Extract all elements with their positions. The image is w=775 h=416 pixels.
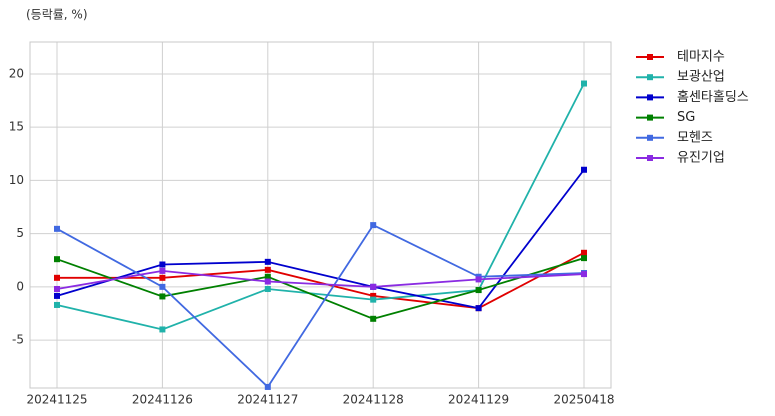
legend-label: 모헨즈 — [677, 130, 713, 145]
point — [581, 249, 587, 256]
legend-marker — [647, 74, 653, 81]
point — [475, 287, 482, 294]
point — [581, 166, 587, 173]
series-line — [56, 223, 585, 389]
x-tick-label: 20241126 — [132, 393, 193, 407]
legend-label: 홈센타홀딩스 — [677, 90, 749, 105]
point — [370, 283, 377, 290]
point — [54, 225, 60, 232]
legend-marker — [647, 155, 653, 161]
x-tick-label: 20241129 — [448, 393, 509, 407]
x-tick-label: 20250418 — [553, 393, 614, 407]
legend-marker — [647, 114, 653, 121]
point — [581, 255, 587, 262]
point — [475, 276, 482, 283]
y-tick-label: 15 — [9, 120, 24, 134]
point — [159, 261, 166, 268]
plot-frame — [29, 41, 612, 389]
y-tick-label: 10 — [9, 173, 24, 187]
point — [264, 278, 271, 285]
point — [581, 80, 587, 87]
point — [54, 285, 60, 292]
y-tick-label: 20 — [9, 66, 24, 80]
y-tick-label: 0 — [16, 279, 24, 293]
point — [370, 296, 377, 303]
legend-label: SG — [677, 110, 695, 125]
series-line — [56, 257, 585, 320]
point — [264, 383, 271, 390]
y-axis-label: (등락률, %) — [26, 8, 88, 22]
point — [581, 271, 587, 278]
legend-label: 보광산업 — [677, 70, 725, 85]
point — [54, 292, 60, 299]
legend-label: 유진기업 — [677, 151, 725, 166]
series-line — [56, 269, 585, 290]
point — [54, 301, 60, 308]
series-line — [57, 251, 585, 310]
point — [264, 285, 271, 292]
point — [475, 305, 482, 312]
x-tick-label: 20241127 — [237, 393, 298, 407]
y-tick-label: -5 — [12, 333, 24, 347]
point — [159, 267, 166, 274]
y-tick-label: 5 — [16, 226, 24, 240]
legend-marker — [647, 134, 653, 141]
point — [159, 293, 166, 300]
point — [54, 274, 60, 281]
point — [370, 222, 377, 229]
x-tick-label: 20241125 — [26, 393, 87, 407]
point — [54, 256, 60, 263]
point — [264, 258, 271, 265]
legend-marker — [647, 94, 653, 101]
point — [370, 292, 377, 299]
legend-marker — [647, 54, 653, 60]
point — [264, 273, 271, 280]
series-line — [56, 83, 585, 331]
point — [264, 266, 271, 273]
point — [159, 283, 166, 290]
point — [370, 315, 377, 322]
point — [159, 326, 166, 333]
point — [159, 274, 166, 281]
legend-label: 테마지수 — [677, 50, 725, 65]
x-tick-label: 20241128 — [343, 393, 404, 407]
